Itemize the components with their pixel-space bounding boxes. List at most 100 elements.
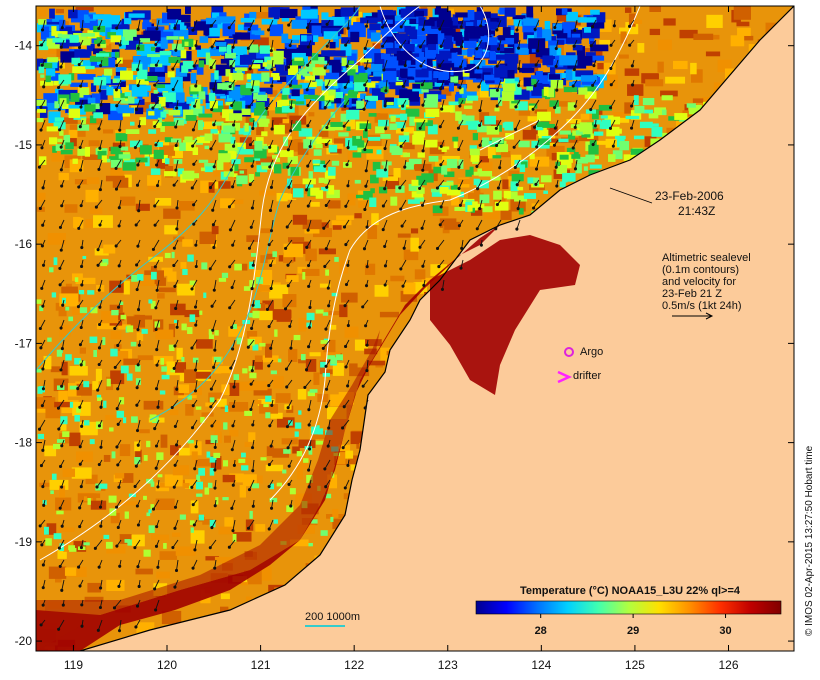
velocity-arrow-head (288, 43, 292, 48)
velocity-arrow-head (116, 343, 120, 348)
velocity-arrow-head (249, 225, 253, 229)
sst-pixel-block (303, 88, 315, 96)
sst-pixel-block (179, 514, 186, 520)
sst-pixel-block (190, 530, 205, 544)
velocity-arrow (40, 119, 46, 131)
sst-pixel-block (301, 268, 320, 276)
sst-pixel-block (95, 368, 102, 382)
sst-pixel-block (180, 49, 187, 59)
sst-pixel-block (244, 441, 251, 448)
sst-pixel-block (448, 101, 460, 106)
velocity-arrow-head (190, 485, 194, 489)
sst-pixel-block (556, 36, 574, 44)
velocity-arrow (58, 399, 65, 409)
sst-pixel-block (173, 319, 177, 324)
velocity-arrow-head (307, 447, 312, 451)
sst-pixel-block (39, 305, 44, 312)
sst-pixel-block (400, 68, 414, 77)
sst-pixel-block (514, 195, 528, 202)
sst-pixel-block (458, 97, 466, 104)
velocity-arrow-head (211, 223, 215, 227)
sst-pixel-block (173, 146, 183, 151)
velocity-arrow-head (475, 47, 479, 51)
velocity-arrow (306, 179, 312, 191)
sst-pixel-block (620, 31, 627, 44)
sst-pixel-block (347, 69, 356, 76)
velocity-arrow (176, 559, 179, 571)
velocity-arrow-head (365, 369, 369, 373)
sst-pixel-block (171, 43, 185, 51)
sst-pixel-block (513, 90, 530, 100)
velocity-arrow-head (136, 244, 140, 248)
sst-pixel-block (282, 87, 290, 95)
sst-pixel-block (592, 140, 607, 145)
velocity-arrow-head (136, 443, 140, 447)
velocity-arrow-head (59, 464, 63, 469)
sst-pixel-block (242, 474, 257, 487)
sst-pixel-block (560, 159, 572, 169)
sst-pixel-block (212, 121, 224, 126)
velocity-arrow (248, 19, 255, 30)
sst-pixel-block (213, 452, 221, 459)
velocity-arrow-head (172, 246, 176, 250)
sst-pixel-block (598, 104, 613, 111)
sst-pixel-block (452, 14, 458, 26)
sst-pixel-block (295, 422, 302, 429)
velocity-arrow-head (79, 363, 83, 367)
velocity-arrow-head (61, 603, 65, 607)
sst-pixel-block (542, 123, 556, 128)
sst-pixel-block (201, 262, 208, 270)
velocity-arrow-head (114, 166, 118, 170)
sst-pixel-block (218, 133, 233, 143)
sst-pixel-block (84, 104, 96, 112)
velocity-arrow-head (324, 405, 328, 409)
sst-pixel-block (101, 57, 109, 67)
sst-pixel-block (174, 362, 187, 373)
sst-pixel-block (567, 102, 576, 111)
velocity-arrow (60, 239, 65, 251)
sst-pixel-block (196, 136, 211, 144)
velocity-arrow-head (175, 443, 179, 447)
sst-pixel-block (593, 131, 604, 136)
velocity-arrow-head (112, 606, 117, 610)
sst-pixel-block (275, 62, 285, 72)
sst-pixel-block (120, 501, 140, 506)
sst-pixel-block (195, 406, 202, 410)
velocity-arrow-head (40, 404, 44, 408)
sst-pixel-block (154, 66, 165, 75)
sst-pixel-block (272, 448, 290, 458)
velocity-arrow-head (307, 284, 311, 288)
velocity-arrow-head (267, 325, 271, 329)
sst-pixel-block (632, 19, 643, 24)
sst-pixel-block (407, 199, 420, 204)
sst-pixel-block (376, 169, 389, 178)
sst-pixel-block (396, 22, 404, 29)
velocity-arrow-head (344, 243, 348, 247)
velocity-arrow-head (249, 407, 253, 411)
sst-pixel-block (172, 29, 189, 40)
sst-pixel-block (136, 43, 156, 56)
sst-pixel-block (324, 72, 340, 81)
sst-pixel-block (192, 173, 200, 179)
sst-pixel-block (59, 433, 72, 444)
velocity-arrow-head (268, 424, 272, 428)
velocity-arrow (326, 379, 331, 390)
sst-pixel-block (348, 145, 358, 151)
sst-pixel-block (323, 65, 334, 70)
velocity-arrow-head (496, 186, 501, 190)
velocity-arrow (479, 99, 483, 111)
sst-pixel-block (109, 427, 114, 432)
sst-pixel-block (234, 263, 242, 271)
sst-pixel-block (174, 24, 180, 31)
sst-pixel-block (190, 500, 199, 514)
sst-pixel-block (222, 497, 229, 501)
sst-pixel-block (281, 58, 291, 66)
velocity-arrow-head (303, 385, 307, 389)
sst-pixel-block (65, 142, 74, 150)
velocity-arrow-head (173, 284, 177, 288)
sst-pixel-block (223, 422, 228, 430)
velocity-arrow-head (58, 225, 63, 229)
sst-pixel-block (309, 352, 324, 357)
sst-pixel-block (232, 173, 238, 178)
velocity-arrow (476, 219, 483, 229)
